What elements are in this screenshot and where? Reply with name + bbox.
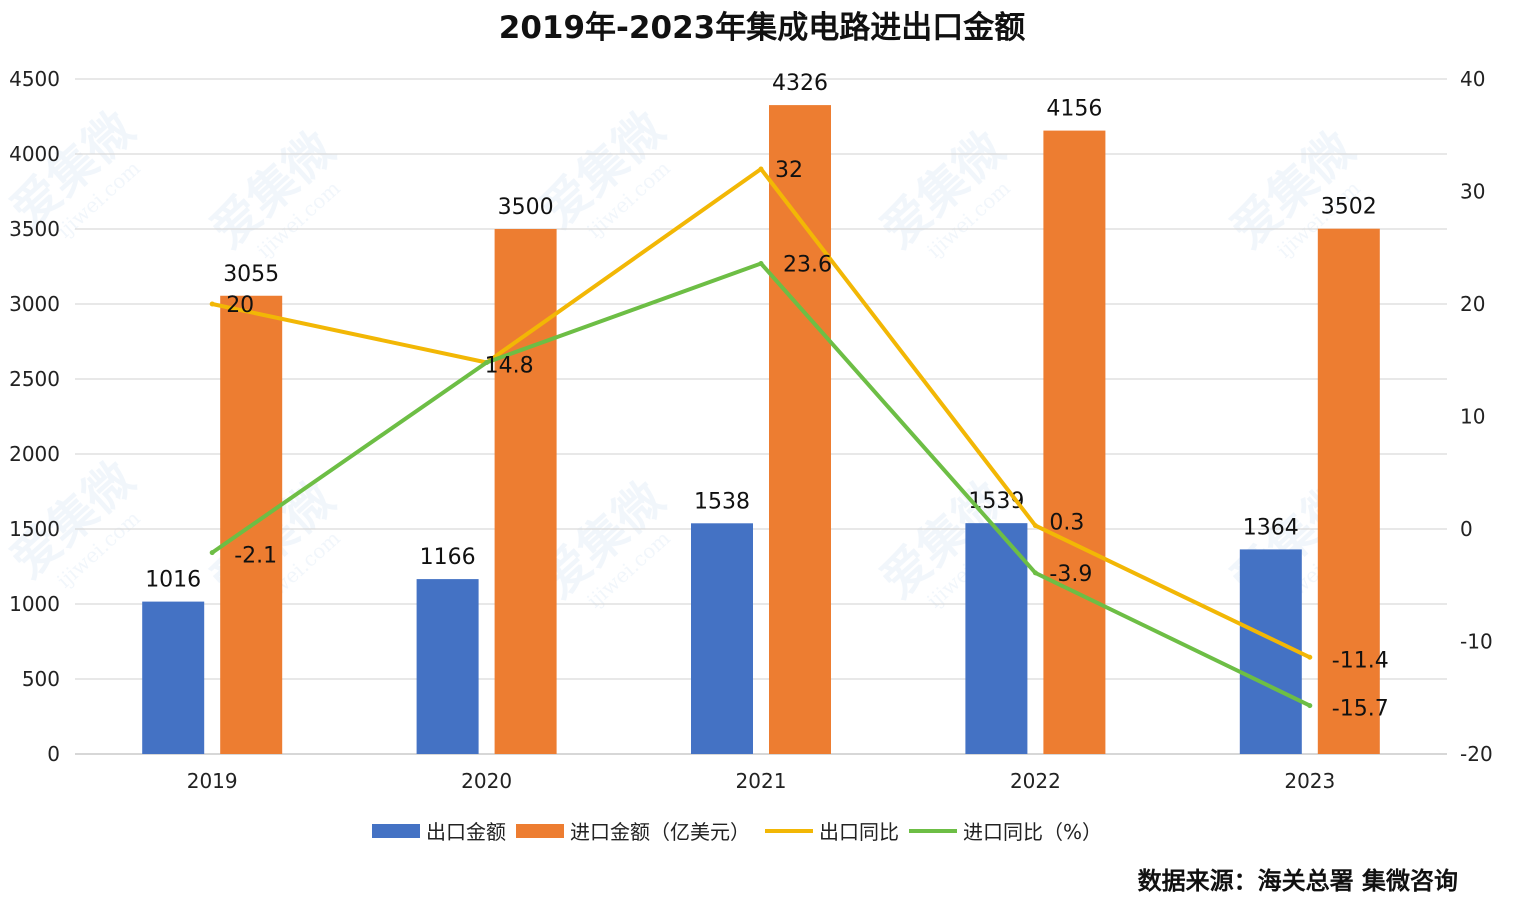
export-yoy-line	[210, 167, 1312, 660]
line-data-label: 23.6	[783, 253, 832, 278]
legend-label: 进口同比（%）	[963, 820, 1102, 844]
bar-data-label: 1364	[1243, 515, 1299, 540]
line-data-label: 32	[775, 158, 803, 183]
line-point	[1032, 523, 1038, 529]
bar-import	[1043, 130, 1106, 755]
legend-swatch	[516, 824, 564, 838]
x-tick-label: 2022	[1010, 769, 1061, 793]
x-tick-label: 2020	[461, 769, 512, 793]
line-point	[1307, 654, 1313, 660]
line-data-label: 14.8	[485, 354, 534, 379]
line-data-label: -2.1	[234, 544, 277, 569]
left-tick-label: 500	[22, 667, 60, 691]
line-data-label: -15.7	[1332, 697, 1389, 722]
bar-data-label: 3502	[1321, 195, 1377, 220]
bar-data-label: 1016	[145, 568, 201, 593]
bar-data-label: 3055	[223, 262, 279, 287]
legend-label: 进口金额（亿美元）	[570, 820, 750, 844]
right-tick-label: -20	[1460, 742, 1493, 766]
legend-label: 出口同比	[819, 820, 899, 844]
x-tick-label: 2023	[1284, 769, 1335, 793]
source-note: 数据来源：海关总署 集微咨询	[1138, 867, 1458, 895]
left-tick-label: 4000	[9, 142, 60, 166]
line-point	[209, 301, 215, 307]
bar-import	[1317, 228, 1380, 754]
bar-data-label: 4326	[772, 71, 828, 96]
bar-export	[416, 579, 479, 754]
line-point	[484, 360, 490, 365]
bar-export	[965, 523, 1028, 754]
left-tick-label: 4500	[9, 67, 60, 91]
line-point	[209, 550, 215, 556]
line-point	[1307, 703, 1313, 709]
legend-label: 出口金额	[426, 820, 506, 844]
line-data-label: -3.9	[1049, 562, 1092, 587]
bar-data-label: 4156	[1046, 97, 1102, 122]
left-tick-label: 0	[47, 742, 60, 766]
bar-data-label: 1166	[420, 545, 476, 570]
chart-title: 2019年-2023年集成电路进出口金额	[499, 10, 1025, 46]
bar-export	[142, 601, 205, 754]
right-tick-label: 40	[1460, 67, 1485, 91]
left-tick-label: 3000	[9, 292, 60, 316]
line-data-label: -11.4	[1332, 648, 1389, 673]
left-tick-label: 1500	[9, 517, 60, 541]
right-tick-label: -10	[1460, 630, 1493, 654]
bar-data-label: 1538	[694, 489, 750, 514]
left-tick-label: 1000	[9, 592, 60, 616]
line-point	[758, 261, 764, 266]
line-data-label: 20	[226, 293, 254, 318]
left-tick-label: 3500	[9, 217, 60, 241]
line-data-label: 0.3	[1049, 511, 1084, 536]
line-point	[758, 166, 764, 172]
right-tick-label: 20	[1460, 292, 1485, 316]
bar-export	[1239, 549, 1302, 754]
x-tick-label: 2019	[187, 769, 238, 793]
left-tick-label: 2000	[9, 442, 60, 466]
legend-swatch	[372, 824, 420, 838]
x-tick-label: 2021	[736, 769, 787, 793]
right-tick-label: 10	[1460, 405, 1485, 429]
bar-export	[691, 523, 753, 754]
bar-import	[494, 229, 557, 754]
left-tick-label: 2500	[9, 367, 60, 391]
line-point	[1032, 570, 1038, 576]
bar-data-label: 3500	[498, 195, 554, 220]
right-tick-label: 0	[1460, 517, 1473, 541]
right-tick-label: 30	[1460, 180, 1485, 204]
import-yoy-line	[210, 261, 1312, 708]
bar-import	[769, 105, 831, 755]
